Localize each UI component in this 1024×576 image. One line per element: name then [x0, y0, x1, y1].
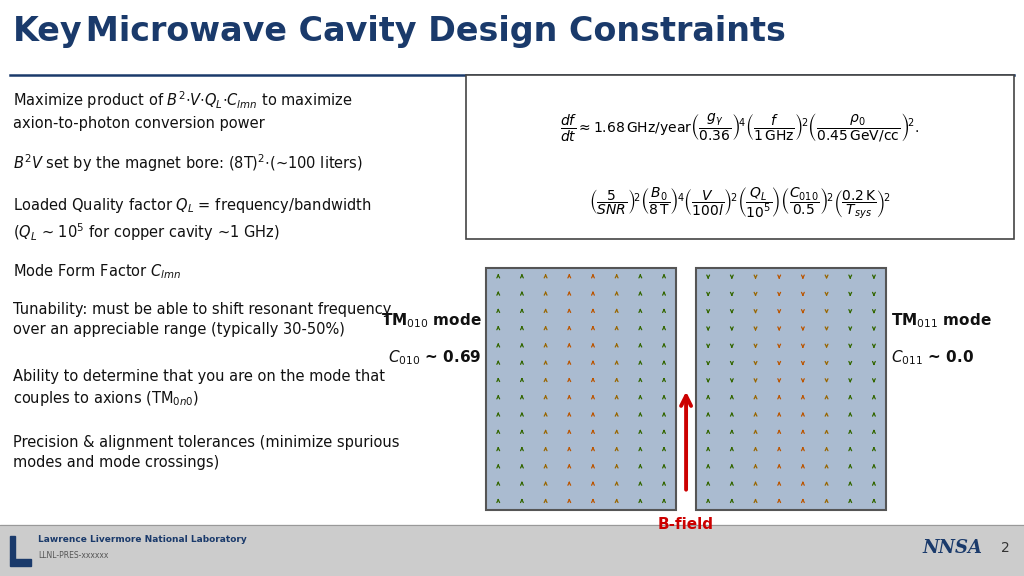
Text: Loaded Quality factor $Q_L$ = frequency/bandwidth
($Q_L$ ~ 10$^5$ for copper cav: Loaded Quality factor $Q_L$ = frequency/… [13, 196, 372, 243]
Bar [466, 75, 1014, 239]
Bar [10, 559, 31, 566]
Text: Maximize product of $B^2{\cdot}V{\cdot} Q_L {\cdot}C_{lmn}$ to maximize
axion-to: Maximize product of $B^2{\cdot}V{\cdot} … [13, 89, 353, 131]
Bar [0, 0, 1024, 78]
Text: $\left(\dfrac{5}{SNR}\right)^{\!2}\left(\dfrac{B_0}{8\,\mathrm{T}}\right)^{\!4}\: $\left(\dfrac{5}{SNR}\right)^{\!2}\left(… [589, 185, 891, 221]
Bar [696, 268, 886, 510]
Text: Mode Form Factor $C_{lmn}$: Mode Form Factor $C_{lmn}$ [13, 262, 181, 281]
Text: LLNL-PRES-xxxxxx: LLNL-PRES-xxxxxx [38, 551, 109, 560]
Text: Precision & alignment tolerances (minimize spurious
modes and mode crossings): Precision & alignment tolerances (minimi… [13, 435, 399, 469]
Bar [486, 268, 676, 510]
Text: Tunability: must be able to shift resonant frequency
over an appreciable range (: Tunability: must be able to shift resona… [13, 302, 392, 337]
Text: TM$_{010}$ mode: TM$_{010}$ mode [381, 312, 481, 331]
Text: $C_{010}$ ~ 0.69: $C_{010}$ ~ 0.69 [388, 348, 481, 367]
Text: $C_{011}$ ~ 0.0: $C_{011}$ ~ 0.0 [891, 348, 974, 367]
Text: Ability to determine that you are on the mode that
couples to axions (TM$_{0n0}$: Ability to determine that you are on the… [13, 369, 385, 408]
Text: 2: 2 [1001, 541, 1010, 555]
Text: $\dfrac{df}{dt} \approx 1.68\,\mathrm{GHz/year}\left(\dfrac{g_\gamma}{0.36}\righ: $\dfrac{df}{dt} \approx 1.68\,\mathrm{GH… [560, 111, 920, 143]
Bar [10, 536, 15, 559]
Bar [0, 525, 1024, 576]
Text: Microwave Cavity Design Constraints: Microwave Cavity Design Constraints [74, 15, 785, 48]
Text: B-field: B-field [658, 517, 714, 532]
Text: NNSA: NNSA [923, 539, 982, 558]
Text: Key: Key [13, 15, 83, 48]
Text: Lawrence Livermore National Laboratory: Lawrence Livermore National Laboratory [38, 535, 247, 544]
Text: $B^2V$ set by the magnet bore: (8T)$^2{\cdot}$(~100 liters): $B^2V$ set by the magnet bore: (8T)$^2{\… [13, 153, 364, 175]
Text: TM$_{011}$ mode: TM$_{011}$ mode [891, 312, 991, 331]
